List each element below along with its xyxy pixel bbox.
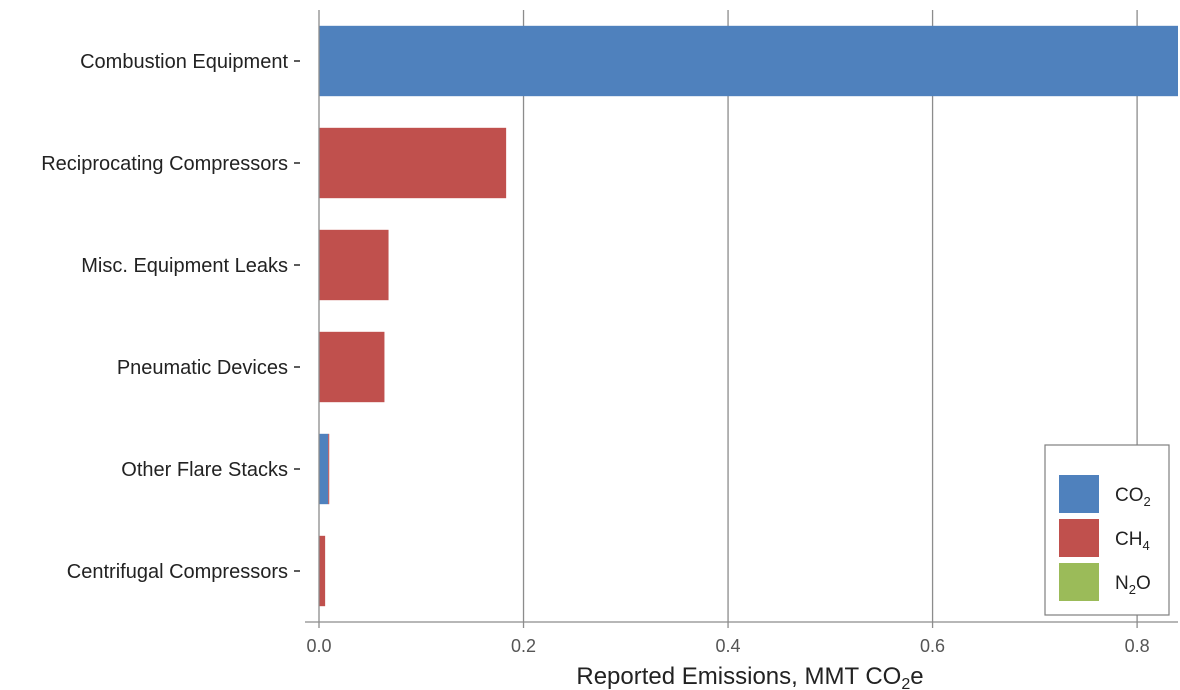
category-label-4: Other Flare Stacks <box>121 459 288 481</box>
category-label-5: Centrifugal Compressors <box>67 561 288 583</box>
x-tick-label-1: 0.2 <box>511 636 536 656</box>
x-tick-label-0: 0.0 <box>306 636 331 656</box>
legend-label-ch4: CH4 <box>1115 529 1150 553</box>
bar-4-co2 <box>319 433 329 505</box>
category-label-1: Reciprocating Compressors <box>41 153 288 175</box>
x-axis-title-main: Reported Emissions, MMT CO <box>576 663 901 690</box>
x-axis-title: Reported Emissions, MMT CO2e <box>576 663 923 690</box>
bar-4-ch4 <box>328 433 330 505</box>
x-axis-title-sub: 2 <box>901 676 910 690</box>
legend-swatch-ch4 <box>1059 519 1099 557</box>
bar-0-co2 <box>319 25 1178 97</box>
x-tick-label-2: 0.4 <box>716 636 741 656</box>
bar-2-ch4 <box>319 229 389 301</box>
legend: CO2 CH4 N2O <box>1044 444 1170 616</box>
category-label-0: Combustion Equipment <box>80 51 288 73</box>
bar-3-ch4 <box>319 331 385 403</box>
x-tick-label-4: 0.8 <box>1125 636 1150 656</box>
bar-1-ch4 <box>319 127 507 199</box>
legend-label-n2o: N2O <box>1115 573 1151 597</box>
bars <box>319 25 1178 607</box>
legend-swatch-co2 <box>1059 475 1099 513</box>
axes <box>305 10 1178 628</box>
category-labels: Combustion Equipment Reciprocating Compre… <box>41 51 300 583</box>
x-tick-label-3: 0.6 <box>920 636 945 656</box>
bar-5-ch4 <box>319 535 326 607</box>
category-label-2: Misc. Equipment Leaks <box>81 255 288 277</box>
x-tick-labels: 0.0 0.2 0.4 0.6 0.8 <box>306 636 1149 656</box>
category-label-3: Pneumatic Devices <box>117 357 288 379</box>
x-axis-title-tail: e <box>910 663 923 690</box>
legend-swatch-n2o <box>1059 563 1099 601</box>
legend-label-co2: CO2 <box>1115 485 1151 509</box>
